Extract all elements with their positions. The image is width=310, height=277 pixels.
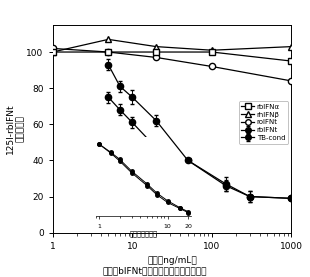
rhIFNβ xyxy=(290,45,293,48)
roIFNt xyxy=(51,47,55,50)
rbIFNα xyxy=(210,50,214,54)
Line: rbIFNα: rbIFNα xyxy=(50,49,294,64)
rbIFNα xyxy=(51,50,55,54)
Line: roIFNt: roIFNt xyxy=(50,45,294,84)
X-axis label: 濃度（ng/mL）: 濃度（ng/mL） xyxy=(147,256,197,265)
rhIFNβ xyxy=(106,38,110,41)
rhIFNβ xyxy=(210,48,214,52)
rbIFNα xyxy=(290,59,293,63)
rbIFNα xyxy=(154,50,158,54)
Y-axis label: 125I-rbIFNt
との結合率: 125I-rbIFNt との結合率 xyxy=(6,104,25,154)
roIFNt xyxy=(106,50,110,54)
Text: 図２　bIFNt標準曲線と交差反応の検定: 図２ bIFNt標準曲線と交差反応の検定 xyxy=(103,267,207,276)
rhIFNβ xyxy=(51,50,55,54)
roIFNt xyxy=(154,56,158,59)
rhIFNβ xyxy=(154,45,158,48)
roIFNt xyxy=(290,79,293,83)
roIFNt xyxy=(210,65,214,68)
Legend: rbIFNα, rhIFNβ, roIFNt, rbIFNt, TB-cond: rbIFNα, rhIFNβ, roIFNt, rbIFNt, TB-cond xyxy=(239,101,288,143)
rbIFNα xyxy=(106,50,110,54)
Line: rhIFNβ: rhIFNβ xyxy=(50,36,294,55)
